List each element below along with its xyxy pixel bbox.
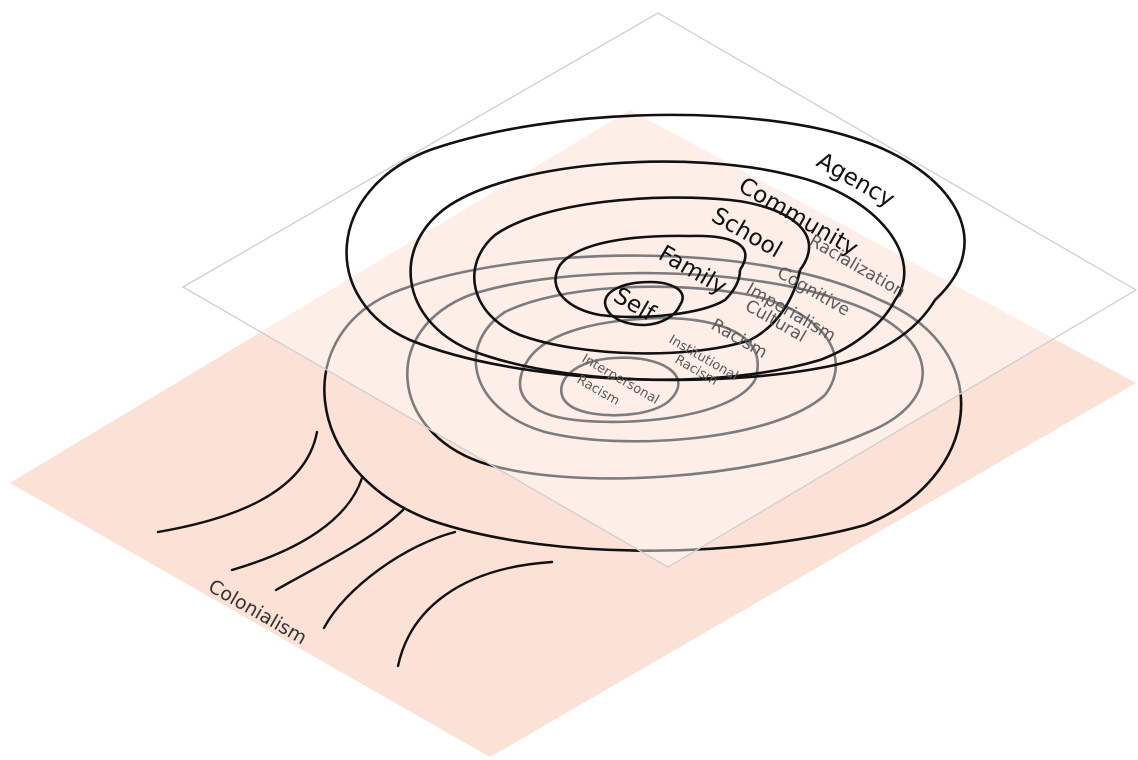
colonialism-line — [274, 508, 405, 592]
colonialism-line — [322, 530, 457, 630]
lower-ring-outer — [323, 254, 963, 552]
upper-ring-school — [473, 196, 811, 355]
lower-ring-3 — [474, 285, 837, 443]
upper-plane — [181, 12, 1138, 568]
colonialism-line — [156, 430, 319, 534]
upper-ring-community — [409, 160, 906, 381]
lower-ring-2 — [406, 271, 924, 480]
upper-ring-self — [603, 280, 684, 327]
upper-ring-agency — [345, 113, 966, 382]
upper-ring-family — [554, 234, 747, 319]
lower-ring-inner — [560, 356, 680, 417]
colonialism-lines — [156, 430, 554, 668]
colonialism-line — [396, 560, 554, 668]
lower-rings — [323, 254, 963, 552]
lower-plane — [10, 110, 1136, 757]
upper-rings — [345, 113, 966, 382]
colonialism-line — [230, 476, 364, 572]
